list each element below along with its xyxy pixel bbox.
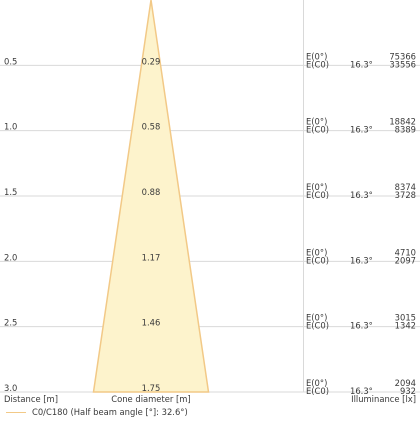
distance-label: 2.0 — [4, 252, 17, 262]
e-center-value: 2094 — [395, 378, 416, 388]
e-c0-label: E(C0) — [306, 190, 329, 200]
e-c0-value: 3728 — [395, 190, 416, 200]
e-c0-value: 8389 — [395, 125, 416, 135]
header-layer: Distance [m] Cone diameter [m] Illuminan… — [4, 394, 416, 404]
diameter-label: 0.88 — [142, 187, 161, 197]
cone-layer — [92, 0, 210, 393]
diameter-label: 1.75 — [142, 383, 161, 393]
distance-label: 3.0 — [4, 383, 17, 393]
illuminance-header: Illuminance [lx] — [351, 394, 416, 404]
e-c0-value: 932 — [400, 386, 416, 396]
e-center-value: 4710 — [395, 247, 416, 257]
diameter-label: 0.29 — [142, 56, 161, 66]
e-center-value: 8374 — [395, 182, 416, 192]
beam-cone — [92, 0, 210, 393]
legend: C0/C180 (Half beam angle [°]: 32.6°) — [6, 405, 188, 419]
e-c0-value: 1342 — [395, 321, 416, 331]
legend-swatch — [6, 411, 26, 413]
e-c0-value: 33556 — [389, 59, 416, 69]
diameter-header: Cone diameter [m] — [111, 394, 190, 404]
e-c0-value: 2097 — [395, 255, 416, 265]
diameter-label: 1.17 — [142, 252, 161, 262]
half-angle-label: 16.3° — [350, 125, 373, 135]
half-angle-label: 16.3° — [350, 59, 373, 69]
half-angle-label: 16.3° — [350, 321, 373, 331]
e-c0-label: E(C0) — [306, 125, 329, 135]
e-c0-label: E(C0) — [306, 59, 329, 69]
e-center-label: E(0°) — [306, 51, 327, 61]
half-angle-label: 16.3° — [350, 190, 373, 200]
e-center-value: 18842 — [389, 117, 416, 127]
e-center-label: E(0°) — [306, 378, 327, 388]
diameter-label: 0.58 — [142, 122, 161, 132]
e-center-label: E(0°) — [306, 247, 327, 257]
e-center-value: 75366 — [389, 51, 416, 61]
diameter-label: 1.46 — [142, 318, 161, 328]
e-center-value: 3015 — [395, 313, 416, 323]
e-c0-label: E(C0) — [306, 386, 329, 396]
distance-label: 1.0 — [4, 122, 17, 132]
e-center-label: E(0°) — [306, 117, 327, 127]
legend-label: C0/C180 (Half beam angle [°]: 32.6°) — [32, 407, 188, 417]
distance-header: Distance [m] — [4, 394, 58, 404]
distance-label: 2.5 — [4, 318, 17, 328]
grid-layer — [0, 0, 420, 393]
distance-label: 1.5 — [4, 187, 17, 197]
e-center-label: E(0°) — [306, 313, 327, 323]
half-angle-label: 16.3° — [350, 255, 373, 265]
half-angle-label: 16.3° — [350, 386, 373, 396]
e-center-label: E(0°) — [306, 182, 327, 192]
e-c0-label: E(C0) — [306, 321, 329, 331]
distance-label: 0.5 — [4, 56, 17, 66]
e-c0-label: E(C0) — [306, 255, 329, 265]
